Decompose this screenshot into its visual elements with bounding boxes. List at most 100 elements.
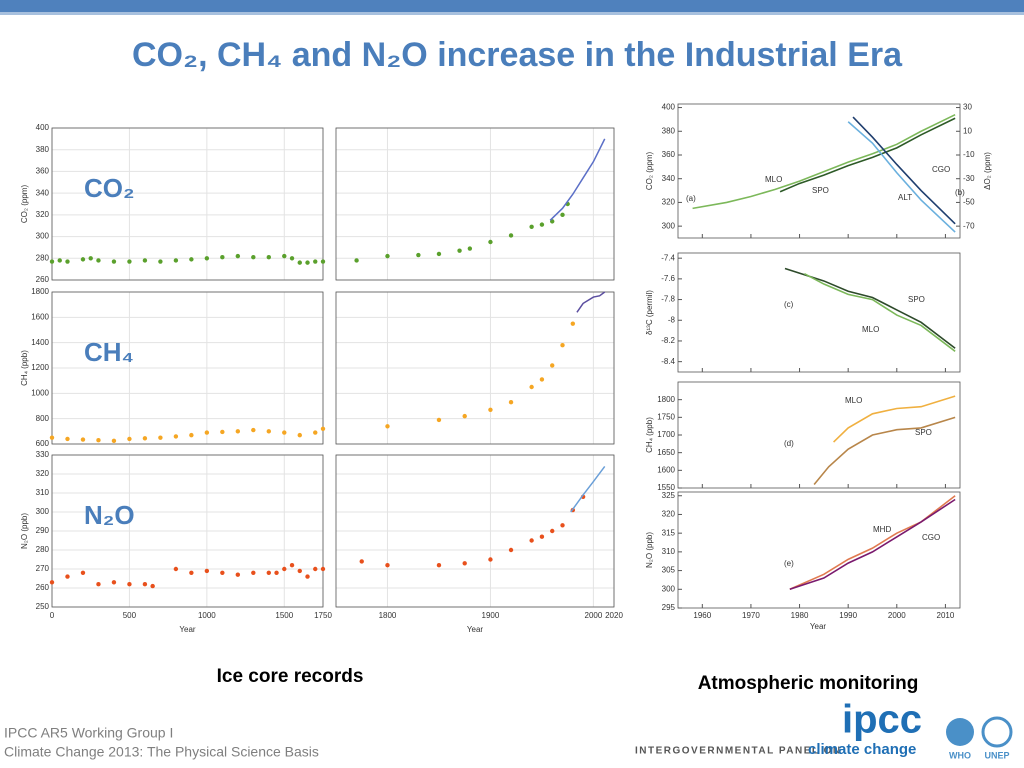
y-tick-label: 800 xyxy=(36,414,50,423)
series-label: ALT xyxy=(898,193,912,202)
series-line xyxy=(692,113,956,210)
panel-frame xyxy=(677,252,961,373)
data-point xyxy=(65,259,70,264)
data-point xyxy=(385,563,390,568)
data-point xyxy=(529,538,534,543)
panel-frame xyxy=(677,381,961,489)
data-point xyxy=(173,258,179,263)
data-point xyxy=(467,246,473,251)
data-point xyxy=(204,568,210,574)
data-point xyxy=(462,561,467,566)
x-tick-label: 1500 xyxy=(275,611,293,620)
y-axis-label: CH₄ (ppb) xyxy=(20,350,29,386)
y-tick-label: 295 xyxy=(662,603,676,612)
data-point xyxy=(320,426,326,431)
gas-label: CH₄ xyxy=(84,337,134,367)
y-tick-label: 1400 xyxy=(31,338,49,347)
data-point xyxy=(488,557,493,562)
panel-frame xyxy=(335,291,615,445)
data-point xyxy=(235,253,241,259)
logo-tagline: INTERGOVERNMENTAL PANEL ON xyxy=(635,746,842,757)
x-tick-label: 0 xyxy=(50,611,55,620)
data-point xyxy=(220,429,225,435)
unep-emblem xyxy=(981,716,1013,748)
panel-frame xyxy=(677,491,961,609)
data-point xyxy=(235,429,241,434)
data-point xyxy=(570,321,576,326)
y2-axis-label: ΔO₂ (ppm) xyxy=(983,152,992,190)
data-point xyxy=(142,582,148,587)
x-tick-label: 1000 xyxy=(198,611,216,620)
data-point xyxy=(266,570,271,575)
panel-frame xyxy=(51,291,324,445)
series-line xyxy=(833,395,956,443)
data-point xyxy=(189,432,194,438)
x-tick-label: 1750 xyxy=(314,611,332,620)
series-line xyxy=(779,117,956,193)
y-tick-label: 260 xyxy=(36,275,50,284)
y-axis-label: CO₂ (ppm) xyxy=(20,185,29,224)
y-tick-label: 1700 xyxy=(657,430,675,439)
data-point xyxy=(220,570,225,575)
data-point xyxy=(550,528,555,534)
x-tick-label: 2020 xyxy=(605,611,623,620)
y-tick-label: 330 xyxy=(36,450,50,459)
data-point xyxy=(560,343,565,348)
instrumental-line xyxy=(576,291,606,313)
y2-tick-label: -10 xyxy=(963,150,975,159)
instrumental-line xyxy=(570,465,606,513)
y-tick-label: 360 xyxy=(662,150,676,159)
x-tick-label: 500 xyxy=(123,611,137,620)
data-point xyxy=(266,255,271,260)
data-point xyxy=(462,413,467,419)
series-label: SPO xyxy=(908,295,925,304)
series-line xyxy=(852,116,956,225)
data-point xyxy=(436,417,442,423)
data-point xyxy=(220,255,225,260)
y-tick-label: 1000 xyxy=(31,388,49,397)
panel-label: (d) xyxy=(784,439,794,448)
y-tick-label: -7.4 xyxy=(661,253,675,262)
data-point xyxy=(49,435,55,440)
data-point xyxy=(80,570,86,575)
data-point xyxy=(313,566,318,572)
y2-tick-label: 10 xyxy=(963,126,972,135)
series-line xyxy=(789,495,956,591)
x-axis-label: Year xyxy=(810,622,827,631)
y-tick-label: 280 xyxy=(36,545,50,554)
data-point xyxy=(49,259,55,264)
data-point xyxy=(359,559,364,564)
y2-tick-label: -70 xyxy=(963,221,975,230)
y-tick-label: -8 xyxy=(668,315,676,324)
top-bar xyxy=(0,0,1024,12)
y-tick-label: 1800 xyxy=(31,287,49,296)
data-point xyxy=(416,252,421,258)
y-tick-label: 1550 xyxy=(657,483,675,492)
x-tick-label: 1800 xyxy=(379,611,397,620)
panel-frame xyxy=(51,127,324,281)
data-point xyxy=(305,574,310,579)
data-point xyxy=(235,572,241,577)
data-point xyxy=(96,258,101,263)
gas-label: N₂O xyxy=(84,500,135,530)
series-label: MHD xyxy=(873,525,891,534)
y-axis-label: CO₂ (ppm) xyxy=(645,152,654,191)
data-point xyxy=(173,434,179,439)
data-point xyxy=(49,580,55,585)
x-tick-label: 2000 xyxy=(585,611,603,620)
data-point xyxy=(297,432,302,438)
y-axis-label: N₂O (ppb) xyxy=(20,513,29,549)
data-point xyxy=(313,430,318,435)
y-tick-label: 320 xyxy=(662,510,676,519)
data-point xyxy=(251,570,256,575)
data-point xyxy=(457,248,462,253)
data-point xyxy=(488,407,493,412)
footer-line: IPCC AR5 Working Group I xyxy=(4,725,173,741)
y-tick-label: 300 xyxy=(662,221,676,230)
data-point xyxy=(80,257,86,262)
series-label: MLO xyxy=(862,325,879,334)
y-tick-label: 600 xyxy=(36,439,50,448)
data-point xyxy=(127,436,132,442)
series-label: CGO xyxy=(922,533,940,542)
data-point xyxy=(158,435,163,440)
